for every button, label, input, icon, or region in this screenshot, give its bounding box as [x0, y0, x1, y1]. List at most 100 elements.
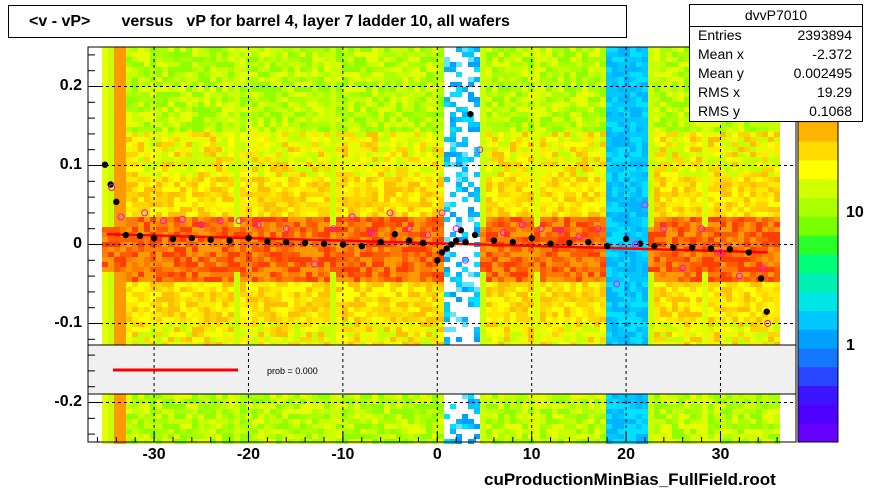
- heatmap-cell: [228, 247, 234, 252]
- heatmap-cell: [450, 257, 456, 262]
- heatmap-cell: [222, 282, 228, 287]
- heatmap-cell: [372, 332, 378, 337]
- heatmap-cell: [438, 227, 444, 232]
- heatmap-cell: [222, 117, 228, 122]
- heatmap-cell: [516, 67, 522, 72]
- heatmap-cell: [138, 167, 144, 172]
- heatmap-cell: [318, 332, 324, 337]
- heatmap-cell: [474, 277, 480, 282]
- heatmap-cell: [222, 302, 228, 307]
- heatmap-cell: [312, 222, 318, 227]
- heatmap-cell: [504, 187, 510, 192]
- heatmap-cell: [312, 192, 318, 197]
- heatmap-cell: [252, 212, 258, 217]
- heatmap-cell: [414, 312, 420, 317]
- heatmap-cell: [186, 122, 192, 127]
- heatmap-cell: [516, 399, 522, 404]
- heatmap-cell: [306, 67, 312, 72]
- heatmap-cell: [120, 302, 126, 307]
- heatmap-cell: [258, 394, 264, 399]
- heatmap-cell: [480, 322, 486, 327]
- heatmap-cell: [192, 97, 198, 102]
- heatmap-cell: [300, 182, 306, 187]
- heatmap-cell: [150, 409, 156, 414]
- heatmap-cell: [162, 67, 168, 72]
- heatmap-cell: [414, 152, 420, 157]
- heatmap-cell: [432, 394, 438, 399]
- heatmap-cell: [498, 132, 504, 137]
- heatmap-cell: [174, 87, 180, 92]
- heatmap-cell: [450, 132, 456, 137]
- heatmap-cell: [324, 57, 330, 62]
- heatmap-cell: [444, 112, 450, 117]
- heatmap-cell: [318, 337, 324, 342]
- heatmap-cell: [396, 322, 402, 327]
- heatmap-cell: [390, 62, 396, 67]
- heatmap-cell: [204, 142, 210, 147]
- heatmap-cell: [288, 312, 294, 317]
- heatmap-cell: [216, 237, 222, 242]
- heatmap-cell: [522, 322, 528, 327]
- heatmap-cell: [222, 242, 228, 247]
- heatmap-cell: [264, 202, 270, 207]
- heatmap-cell: [180, 404, 186, 409]
- heatmap-cell: [114, 262, 120, 267]
- heatmap-cell: [366, 262, 372, 267]
- heatmap-cell: [492, 217, 498, 222]
- heatmap-cell: [444, 434, 450, 439]
- heatmap-cell: [192, 247, 198, 252]
- heatmap-cell: [360, 127, 366, 132]
- heatmap-cell: [270, 429, 276, 434]
- heatmap-cell: [114, 172, 120, 177]
- heatmap-cell: [186, 302, 192, 307]
- heatmap-cell: [132, 272, 138, 277]
- heatmap-cell: [396, 317, 402, 322]
- heatmap-cell: [312, 127, 318, 132]
- heatmap-cell: [486, 297, 492, 302]
- heatmap-cell: [330, 162, 336, 167]
- heatmap-cell: [486, 117, 492, 122]
- heatmap-cell: [192, 252, 198, 257]
- heatmap-cell: [210, 147, 216, 152]
- heatmap-cell: [120, 222, 126, 227]
- heatmap-cell: [138, 434, 144, 439]
- heatmap-cell: [108, 102, 114, 107]
- heatmap-cell: [198, 92, 204, 97]
- heatmap-cell: [366, 419, 372, 424]
- heatmap-cell: [474, 197, 480, 202]
- heatmap-cell: [462, 92, 468, 97]
- heatmap-cell: [360, 287, 366, 292]
- heatmap-cell: [342, 47, 348, 52]
- heatmap-cell: [276, 112, 282, 117]
- heatmap-cell: [264, 97, 270, 102]
- heatmap-cell: [264, 262, 270, 267]
- heatmap-cell: [516, 202, 522, 207]
- heatmap-cell: [348, 107, 354, 112]
- heatmap-cell: [252, 419, 258, 424]
- heatmap-cell: [342, 317, 348, 322]
- heatmap-cell: [510, 222, 516, 227]
- heatmap-cell: [462, 424, 468, 429]
- heatmap-cell: [264, 414, 270, 419]
- heatmap-cell: [312, 404, 318, 409]
- heatmap-cell: [192, 217, 198, 222]
- heatmap-cell: [240, 182, 246, 187]
- heatmap-cell: [258, 197, 264, 202]
- heatmap-cell: [360, 177, 366, 182]
- heatmap-cell: [282, 207, 288, 212]
- heatmap-cell: [372, 172, 378, 177]
- heatmap-cell: [240, 227, 246, 232]
- heatmap-cell: [300, 222, 306, 227]
- heatmap-cell: [450, 67, 456, 72]
- heatmap-cell: [144, 409, 150, 414]
- heatmap-cell: [372, 142, 378, 147]
- heatmap-cell: [378, 87, 384, 92]
- heatmap-cell: [348, 429, 354, 434]
- heatmap-cell: [468, 177, 474, 182]
- heatmap-cell: [192, 307, 198, 312]
- heatmap-cell: [498, 87, 504, 92]
- heatmap-cell: [318, 132, 324, 137]
- heatmap-cell: [300, 192, 306, 197]
- heatmap-cell: [234, 262, 240, 267]
- heatmap-cell: [354, 62, 360, 67]
